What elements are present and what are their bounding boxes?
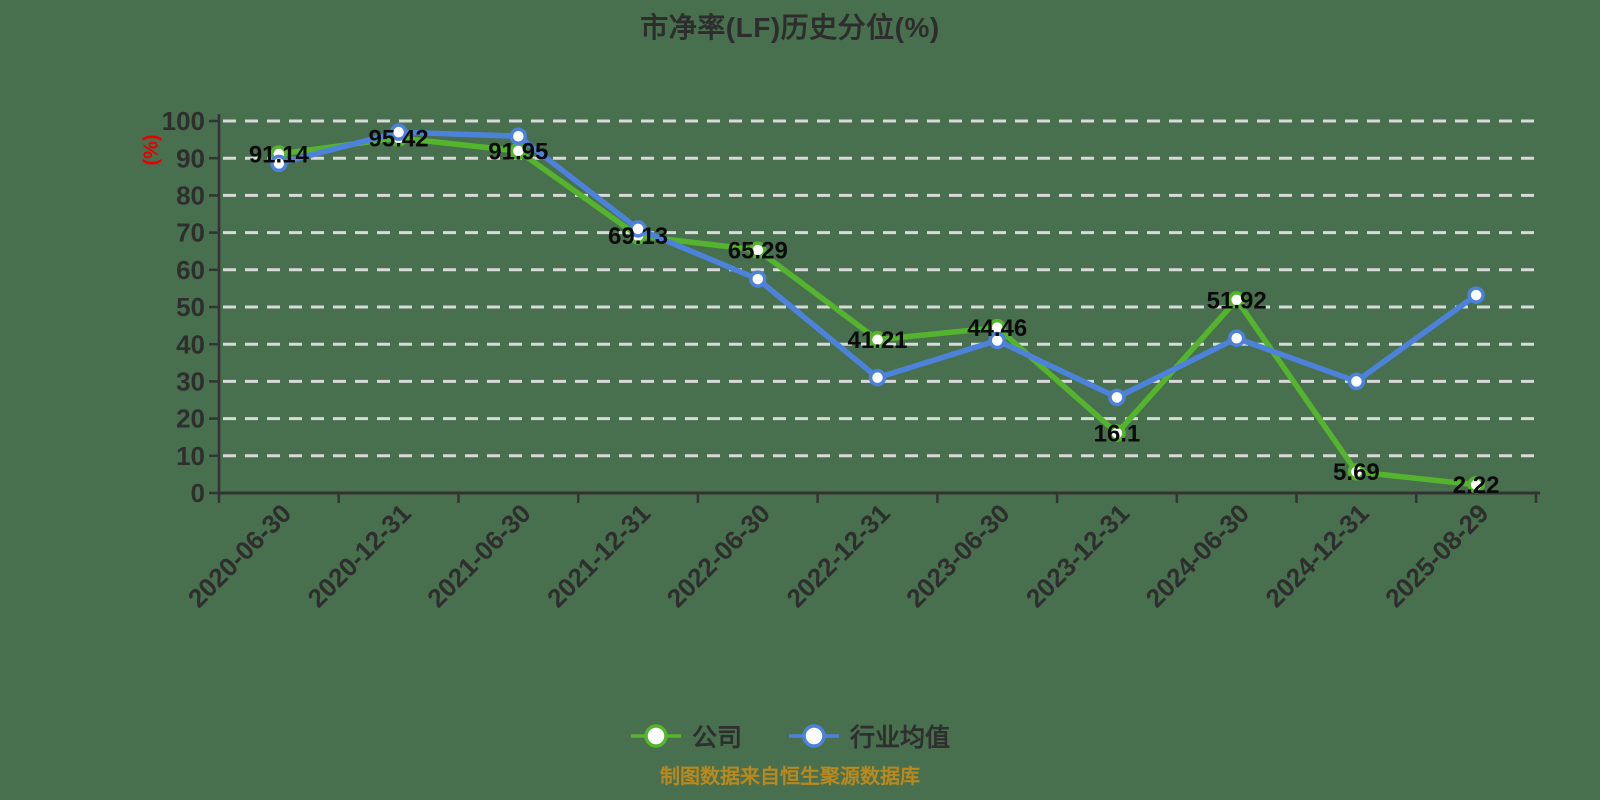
data-source-caption: 制图数据来自恒生聚源数据库 (660, 766, 920, 788)
company-legend-marker-icon (630, 724, 681, 748)
company-data-point-dot (1108, 424, 1126, 442)
industry-average-data-point-dot (868, 368, 887, 387)
y-tick-label: 90 (176, 143, 205, 173)
legend-label-company: 公司 (691, 724, 742, 752)
y-tick-label: 40 (176, 329, 205, 359)
legend: 公司 行业均值 (0, 718, 1580, 754)
company-series-line (276, 135, 1479, 488)
y-tick-label: 30 (176, 367, 205, 397)
company-data-point-label: 91.95 (488, 138, 548, 165)
industry-legend-circle (802, 724, 826, 748)
legend-item-industry-average[interactable]: 行业均值 (788, 718, 950, 754)
company-data-point-label: 69.13 (608, 223, 668, 250)
x-tick-label: 2021-06-30 (421, 498, 536, 613)
industry-average-data-point-dot (270, 154, 288, 173)
x-tick-label: 2025-08-29 (1379, 498, 1494, 613)
company-data-point-label: 91.14 (249, 141, 310, 168)
y-tick-label: 60 (176, 255, 205, 285)
x-tick-label: 2020-06-30 (182, 498, 297, 613)
industry-average-data-point-dot (1227, 329, 1246, 347)
company-data-point-dot (749, 241, 767, 259)
x-tick-label: 2023-06-30 (900, 498, 1015, 613)
company-data-point-label: 65.29 (728, 238, 788, 265)
x-tick-label: 2020-12-31 (302, 498, 417, 613)
y-tick-label: 80 (176, 181, 205, 211)
x-tick-label: 2021-12-31 (541, 498, 656, 613)
company-data-point-dot (868, 330, 887, 349)
company-data-point-label: 44.46 (967, 315, 1027, 342)
x-tick-label: 2023-12-31 (1020, 498, 1135, 613)
y-tick-label: 70 (176, 218, 205, 248)
company-data-point-dot (1467, 475, 1485, 494)
x-tick-label: 2022-12-31 (780, 498, 895, 613)
industry-legend-marker-icon (789, 724, 839, 748)
industry-average-data-point-dot (509, 127, 528, 146)
x-tick-label: 2024-06-30 (1140, 498, 1255, 613)
industry-average-data-point-dot (988, 331, 1006, 350)
industry-average-data-point-dot (1108, 388, 1126, 407)
y-tick-label: 20 (176, 404, 205, 434)
legend-label-industry-average: 行业均值 (850, 724, 951, 752)
y-tick-label: 50 (176, 292, 205, 322)
industry-average-data-point-dot (1467, 286, 1485, 304)
company-data-point-label: 2.22 (1453, 472, 1500, 499)
company-legend-circle (644, 724, 668, 748)
industry-average-series-line (276, 129, 1479, 401)
company-data-point-label: 41.21 (847, 327, 907, 354)
company-data-point-label: 51.92 (1207, 287, 1267, 314)
company-data-point-label: 5.69 (1333, 459, 1380, 486)
company-data-point-label: 16.1 (1094, 421, 1141, 448)
company-data-point-dot (1227, 291, 1246, 309)
chart-title: 市净率(LF)历史分位(%) (640, 12, 940, 43)
legend-item-company[interactable]: 公司 (630, 718, 742, 754)
industry-average-data-point-dot (389, 123, 408, 141)
industry-average-data-point-dot (629, 220, 647, 238)
industry-average-data-point-dot (1347, 372, 1366, 391)
x-tick-label: 2022-06-30 (661, 498, 776, 613)
company-data-point-dot (1347, 463, 1366, 481)
x-tick-label: 2024-12-31 (1259, 498, 1374, 613)
y-tick-label: 10 (176, 441, 205, 471)
industry-average-data-point-dot (749, 270, 767, 288)
y-tick-label: 100 (162, 106, 205, 136)
y-tick-label: 0 (191, 478, 205, 508)
company-data-point-label: 95.42 (369, 125, 429, 152)
